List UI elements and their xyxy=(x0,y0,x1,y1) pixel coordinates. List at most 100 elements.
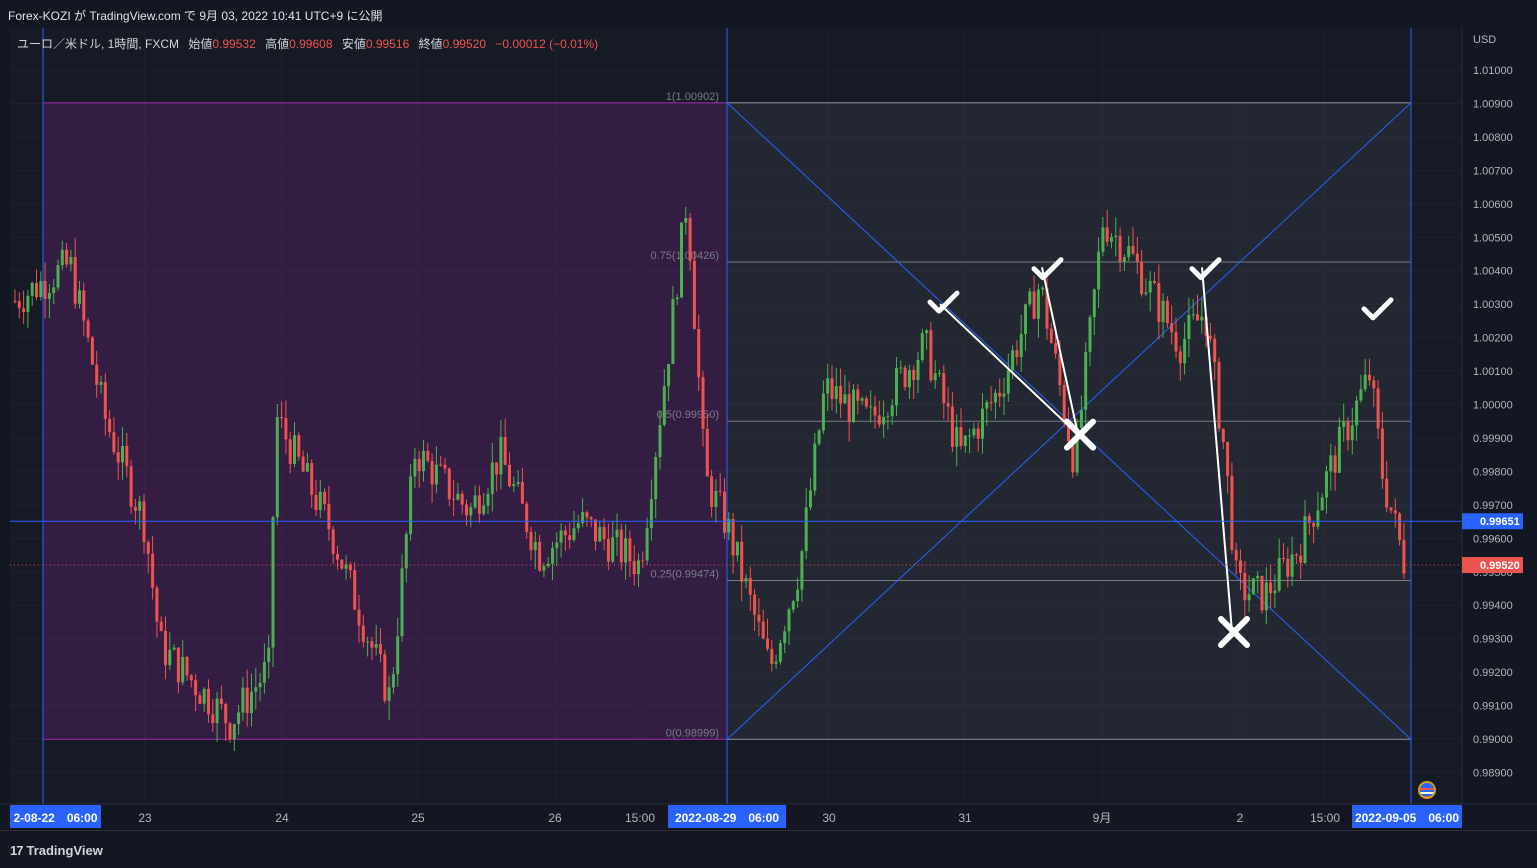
candle-body xyxy=(1260,575,1264,611)
time-highlight-tag xyxy=(1352,805,1462,828)
candle-body xyxy=(1337,426,1341,473)
candle-body xyxy=(361,625,365,642)
candle-body xyxy=(671,298,675,365)
candle-body xyxy=(194,680,198,696)
candle-body xyxy=(727,519,731,533)
candle-body xyxy=(877,415,881,425)
price-tick-label: 0.99100 xyxy=(1473,701,1513,713)
candle-body xyxy=(1006,370,1010,394)
time-tick-label: 31 xyxy=(958,811,972,825)
open-value: 0.99532 xyxy=(212,37,256,51)
candle-body xyxy=(138,501,142,511)
candle-body xyxy=(1097,251,1101,290)
candle-body xyxy=(1105,227,1109,242)
candle-body xyxy=(327,503,331,530)
candle-body xyxy=(1303,516,1307,563)
candle-body xyxy=(151,553,155,588)
candle-body xyxy=(228,723,232,740)
candle-body xyxy=(409,476,413,535)
candle-body xyxy=(886,416,890,418)
tv-logo-icon: 17 xyxy=(10,843,24,858)
candle-body xyxy=(198,695,202,704)
candle-body xyxy=(125,445,129,467)
candle-body xyxy=(245,687,249,714)
candle-body xyxy=(748,578,752,595)
candle-body xyxy=(215,698,219,724)
candle-body xyxy=(103,382,107,419)
price-tick-label: 1.00000 xyxy=(1473,400,1513,412)
candle-body xyxy=(340,559,344,569)
candle-body xyxy=(297,435,301,457)
candle-body xyxy=(387,687,391,701)
candle-body xyxy=(998,392,1002,397)
candle-body xyxy=(482,505,486,514)
candle-body xyxy=(422,450,425,472)
symbol-label: ユーロ／米ドル, 1時間, FXCM xyxy=(17,37,180,51)
candle-body xyxy=(645,528,649,561)
tradingview-logo[interactable]: 17 TradingView xyxy=(10,843,103,858)
price-tick-label: 0.99400 xyxy=(1473,600,1513,612)
close-label: 終値 xyxy=(418,37,443,51)
candle-body xyxy=(396,636,400,675)
candle-body xyxy=(718,490,722,492)
price-tick-label: 1.01000 xyxy=(1473,65,1513,77)
candle-body xyxy=(254,687,258,692)
candle-body xyxy=(809,490,812,508)
candle-body xyxy=(426,450,430,461)
candle-body xyxy=(753,594,757,615)
crosshair-price-tag xyxy=(1462,513,1523,530)
candle-body xyxy=(680,222,683,298)
candle-body xyxy=(684,218,688,223)
candle-body xyxy=(920,333,924,360)
candle-body xyxy=(654,457,658,500)
candle-body xyxy=(417,458,421,472)
candle-body xyxy=(594,519,597,542)
candle-body xyxy=(1256,575,1260,579)
candle-body xyxy=(873,406,877,416)
tradingview-logo-text: TradingView xyxy=(26,843,103,858)
candle-body xyxy=(1359,389,1363,401)
candle-body xyxy=(13,300,17,302)
candle-body xyxy=(219,698,223,705)
candle-body xyxy=(899,367,903,369)
candle-body xyxy=(499,437,503,475)
candle-body xyxy=(490,462,494,494)
ohlc-legend: ユーロ／米ドル, 1時間, FXCM 始値0.99532 高値0.99608 安… xyxy=(17,35,598,52)
candle-body xyxy=(275,417,279,518)
candle-body xyxy=(447,468,451,500)
candle-body xyxy=(262,661,266,683)
candle-body xyxy=(1135,253,1139,263)
price-tick-label: 1.00300 xyxy=(1473,299,1513,311)
candle-body xyxy=(336,554,339,560)
candle-body xyxy=(443,464,447,469)
candle-body xyxy=(1376,388,1380,429)
candle-body xyxy=(1230,475,1234,550)
price-axis xyxy=(1462,28,1537,804)
candle-body xyxy=(796,589,800,602)
candle-body xyxy=(1058,353,1062,386)
time-tick-label: 25 xyxy=(411,811,425,825)
candle-body xyxy=(976,428,980,439)
candle-body xyxy=(882,416,886,425)
time-highlight-label: 2022-08-29 06:00 xyxy=(675,811,779,825)
candle-body xyxy=(740,541,744,582)
candle-body xyxy=(568,535,572,541)
candle-body xyxy=(202,688,206,704)
candle-body xyxy=(99,382,103,385)
candle-body xyxy=(1294,554,1298,556)
candle-body xyxy=(602,526,606,540)
time-tick-label: 2 xyxy=(1237,811,1244,825)
candle-body xyxy=(774,661,778,664)
time-tick-label: 24 xyxy=(275,811,289,825)
candle-body xyxy=(985,402,989,409)
candle-body xyxy=(116,452,120,463)
candle-body xyxy=(1346,421,1350,441)
candle-body xyxy=(1067,419,1070,441)
us-flag-icon[interactable] xyxy=(1418,781,1436,799)
price-tick-label: 0.98900 xyxy=(1473,767,1513,779)
time-tick-label: 15:00 xyxy=(1310,811,1340,825)
candle-body xyxy=(611,537,615,562)
candle-body xyxy=(804,507,808,552)
time-tick-label: 9月 xyxy=(1093,811,1112,825)
